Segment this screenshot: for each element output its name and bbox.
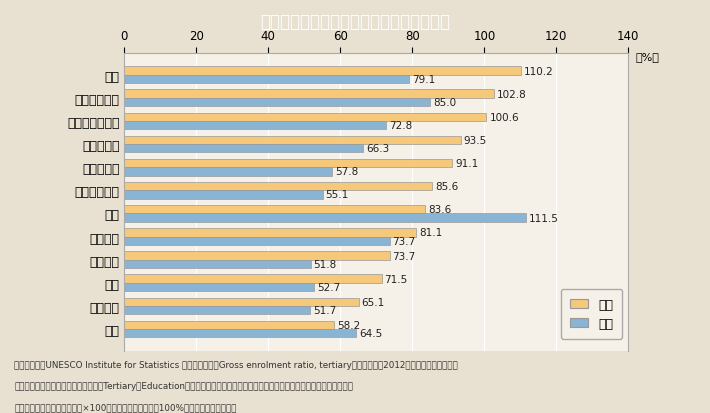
Text: 91.1: 91.1 xyxy=(455,159,479,169)
Bar xyxy=(124,260,311,268)
Text: 65.1: 65.1 xyxy=(361,297,385,307)
Text: ５歳上までの人口」×100で計算しているため，100%を超える場合がある。: ５歳上までの人口」×100で計算しているため，100%を超える場合がある。 xyxy=(14,403,236,412)
Bar xyxy=(124,321,334,329)
Text: （備考）１．UNESCO Institute for Statistics ウェブサイト「Gross enrolment ratio, tertiary」より作: （備考）１．UNESCO Institute for Statistics ウェ… xyxy=(14,360,458,369)
Text: ２．在学率は「高等教育機関（Tertiary　Education，　ＩＳＣＥＤ５及び６）の在学者数（全年齢）」／「中等教育に続く: ２．在学率は「高等教育機関（Tertiary Education， ＩＳＣＥＤ５… xyxy=(14,381,353,390)
Text: （%）: （%） xyxy=(635,52,660,62)
Bar xyxy=(124,229,416,237)
Legend: 女性, 男性: 女性, 男性 xyxy=(561,289,622,339)
Bar xyxy=(124,329,356,337)
Text: 102.8: 102.8 xyxy=(497,90,527,100)
Bar xyxy=(124,122,386,130)
Bar xyxy=(124,252,390,260)
Text: 66.3: 66.3 xyxy=(366,144,389,154)
Text: 64.5: 64.5 xyxy=(359,328,383,338)
Bar xyxy=(124,76,409,84)
Bar xyxy=(124,214,525,222)
Bar xyxy=(124,67,521,76)
Text: 79.1: 79.1 xyxy=(412,75,435,85)
Text: 85.0: 85.0 xyxy=(433,98,457,108)
Bar xyxy=(124,183,432,191)
Text: 72.8: 72.8 xyxy=(389,121,413,131)
Bar xyxy=(124,90,494,99)
Text: 93.5: 93.5 xyxy=(464,135,487,145)
Bar xyxy=(124,113,486,122)
Bar xyxy=(124,99,430,107)
Text: 52.7: 52.7 xyxy=(317,282,340,292)
Text: 85.6: 85.6 xyxy=(435,182,459,192)
Text: 100.6: 100.6 xyxy=(489,112,519,123)
Text: 71.5: 71.5 xyxy=(385,274,408,284)
Text: 81.1: 81.1 xyxy=(419,228,442,238)
Bar xyxy=(124,275,382,283)
Bar xyxy=(124,237,390,245)
Text: 73.7: 73.7 xyxy=(393,236,416,246)
Text: 55.1: 55.1 xyxy=(325,190,349,200)
Text: 73.7: 73.7 xyxy=(393,251,416,261)
Bar xyxy=(124,306,310,314)
Text: 58.2: 58.2 xyxy=(337,320,360,330)
Text: 51.7: 51.7 xyxy=(313,305,337,315)
Bar xyxy=(124,283,314,292)
Bar xyxy=(124,298,359,306)
Bar xyxy=(124,145,363,153)
Text: 51.8: 51.8 xyxy=(314,259,337,269)
Text: 111.5: 111.5 xyxy=(529,213,559,223)
Text: Ｉ－６－３図　高等教育在学率の国際比較: Ｉ－６－３図 高等教育在学率の国際比較 xyxy=(260,13,450,31)
Text: 57.8: 57.8 xyxy=(335,167,359,177)
Text: 110.2: 110.2 xyxy=(524,66,554,76)
Text: 83.6: 83.6 xyxy=(428,205,452,215)
Bar xyxy=(124,168,332,176)
Bar xyxy=(124,191,322,199)
Bar xyxy=(124,136,461,145)
Bar xyxy=(124,159,452,168)
Bar xyxy=(124,206,425,214)
